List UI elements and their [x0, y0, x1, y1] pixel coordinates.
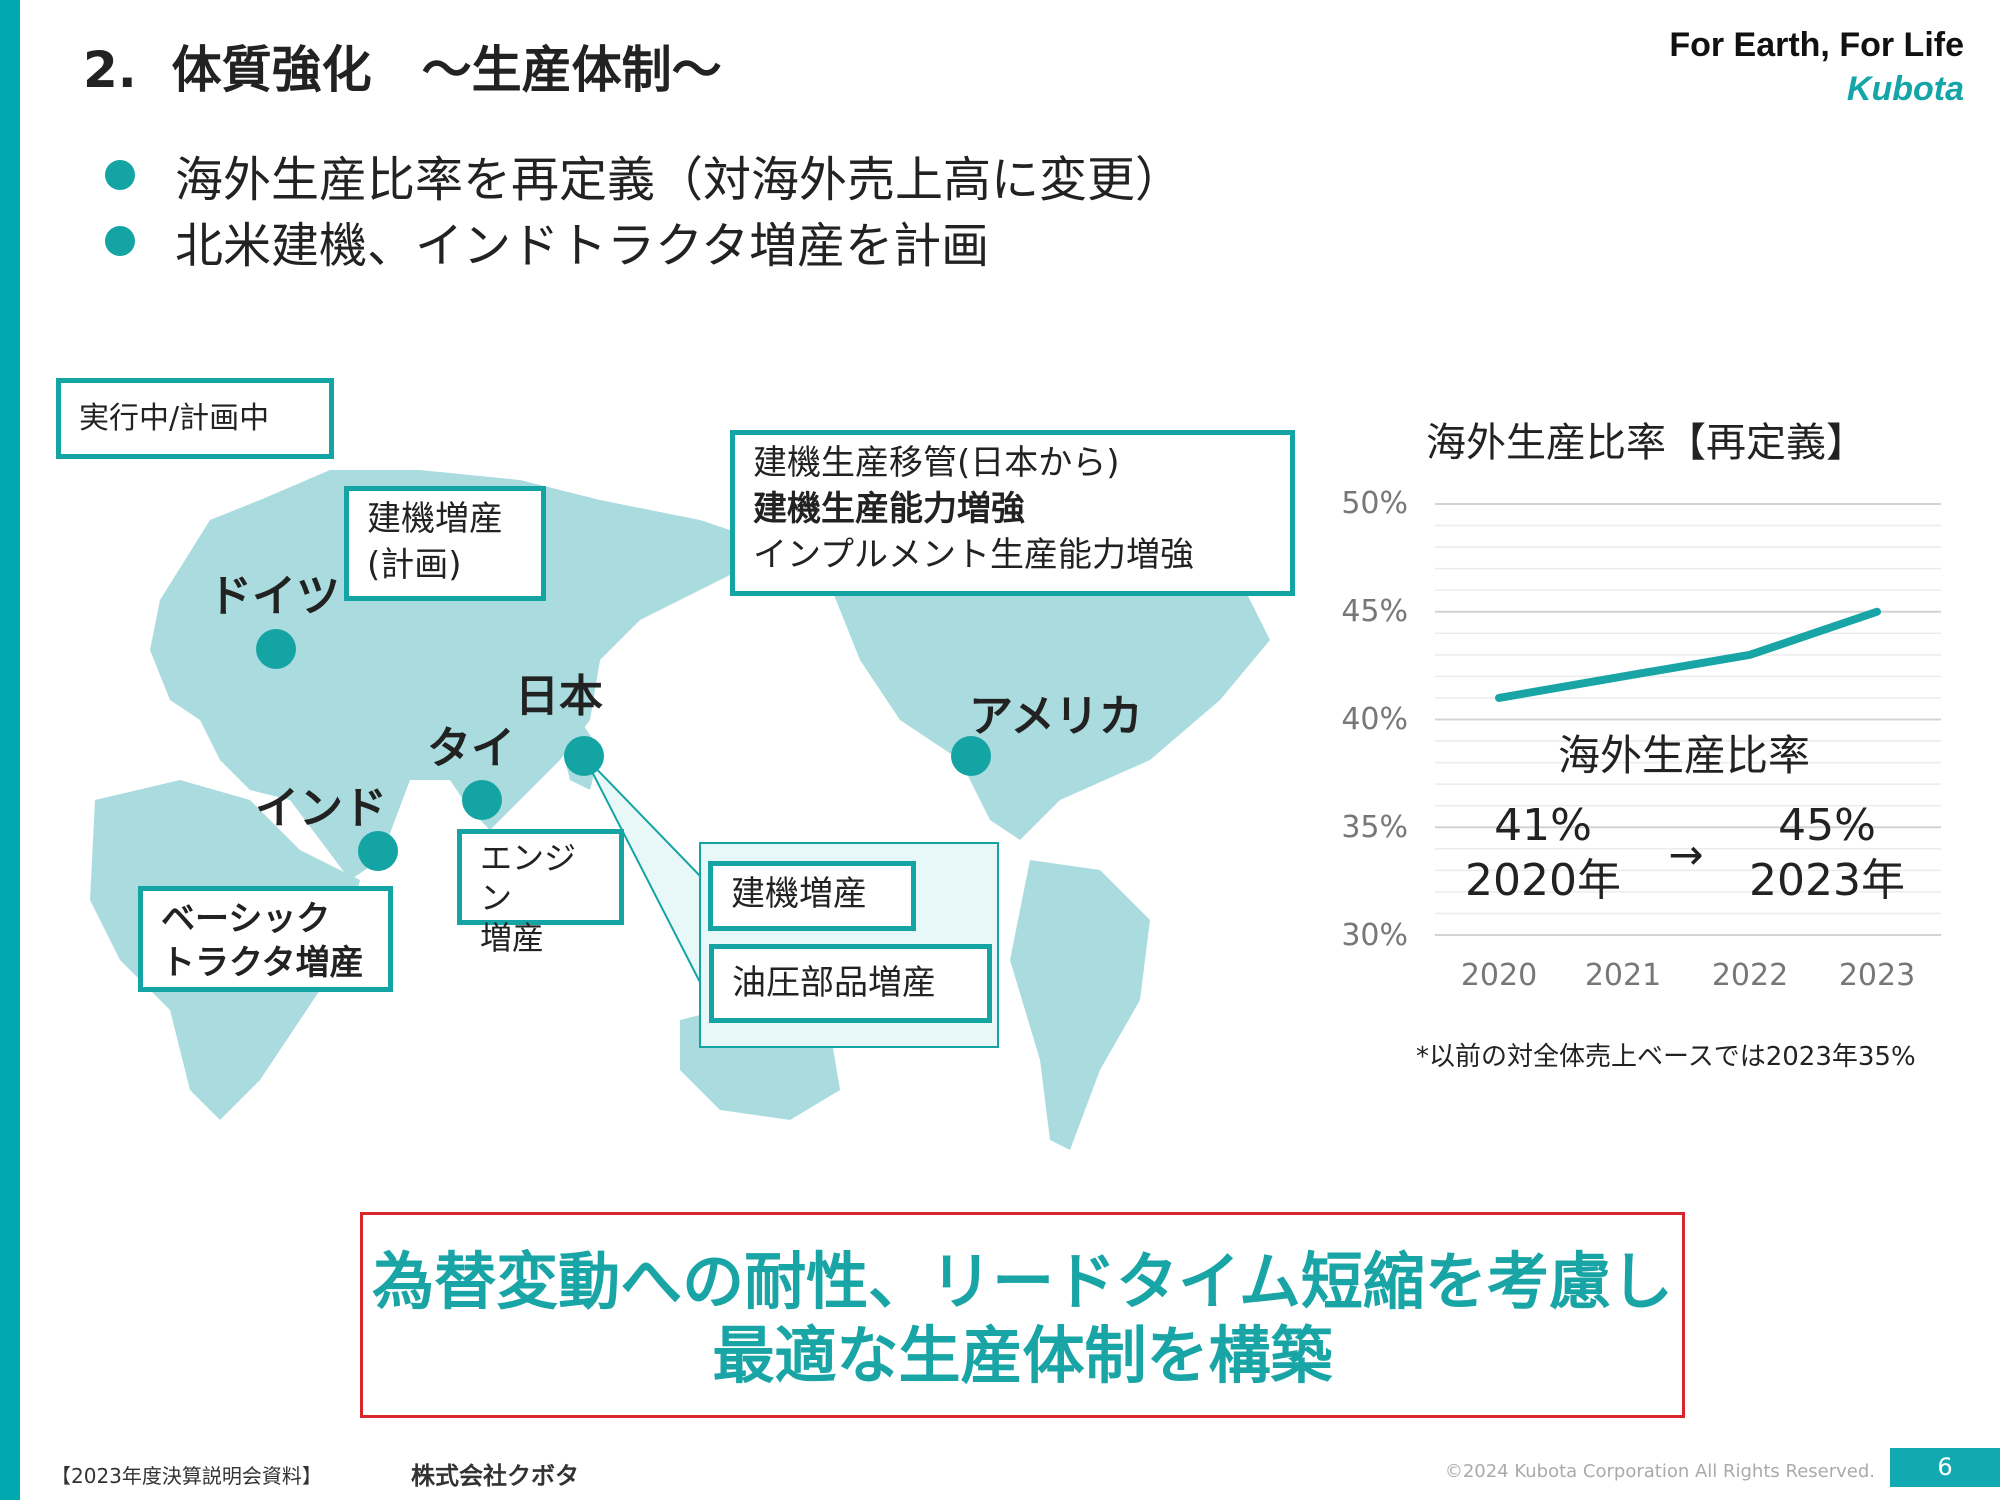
label-germany: ドイツ — [208, 571, 340, 622]
accent-bar — [0, 0, 20, 1500]
box-line: 増産 — [480, 919, 545, 957]
japan-box: 建機生産移管(日本から) 建機生産能力増強インプルメント生産能力増強 — [730, 430, 1295, 596]
box-line: (計画) — [367, 544, 462, 585]
legend-box: 実行中/計画中 — [56, 378, 334, 459]
y-tick-label: 50% — [1341, 486, 1408, 521]
bullet-item: 北米建機、インドトラクタ増産を計画 — [105, 206, 989, 276]
x-tick-label: 2022 — [1711, 958, 1789, 993]
box-line: インプルメント生産能力増強 — [753, 534, 1194, 575]
brand-tagline: For Earth, For Life — [1669, 26, 1964, 64]
y-tick-label: 35% — [1341, 810, 1408, 845]
bullet-dot-icon — [105, 160, 135, 190]
box-line: 建機生産能力増強 — [753, 488, 1025, 529]
box-line: 建機生産移管(日本から) — [753, 443, 1120, 483]
y-tick-label: 40% — [1341, 702, 1408, 737]
bullet-item: 海外生産比率を再定義（対海外売上高に変更） — [105, 140, 1183, 210]
y-tick-label: 45% — [1341, 594, 1408, 629]
label-thailand: タイ — [427, 723, 515, 774]
box-line: 建機増産 — [367, 499, 503, 539]
x-tick-label: 2020 — [1460, 958, 1538, 993]
to-value: 45% — [1778, 800, 1876, 851]
usa-box-hydraulics: 油圧部品増産 — [709, 944, 992, 1023]
thailand-box: エンジン 増産 — [457, 829, 624, 957]
usa-box-construction: 建機増産 — [708, 861, 916, 931]
x-tick-label: 2023 — [1838, 958, 1916, 993]
page-number: 6 — [1890, 1448, 2000, 1487]
series-line — [1495, 607, 1881, 702]
label-japan: 日本 — [515, 671, 603, 722]
location-pin-icon — [564, 736, 604, 776]
bullet-dot-icon — [105, 226, 135, 256]
bullet-text: 北米建機、インドトラクタ増産を計画 — [175, 218, 990, 274]
box-line: トラクタ増産 — [161, 943, 364, 984]
from-annotation: 41% 2020年 — [1443, 798, 1643, 908]
page-title: 2. 体質強化 ～生産体制～ — [83, 41, 722, 99]
brand-logo: Kubota — [1846, 70, 1964, 108]
from-year: 2020年 — [1465, 855, 1621, 906]
conclusion-box: 為替変動への耐性、リードタイム短縮を考慮し 最適な生産体制を構築 — [360, 1212, 1685, 1418]
location-pin-icon — [358, 831, 398, 871]
to-year: 2023年 — [1749, 855, 1905, 906]
conclusion-line: 最適な生産体制を構築 — [712, 1319, 1333, 1393]
footer-doc-label: 【2023年度決算説明会資料】 — [51, 1464, 322, 1488]
location-pin-icon — [256, 629, 296, 669]
footer-company-logo: 株式会社クボタ — [411, 1462, 579, 1490]
india-box: ベーシック トラクタ増産 — [138, 886, 393, 992]
bullet-text: 海外生産比率を再定義（対海外売上高に変更） — [175, 152, 1184, 208]
footer-copyright: ©2024 Kubota Corporation All Rights Rese… — [1444, 1461, 1875, 1482]
label-india: インド — [255, 783, 387, 834]
label-usa: アメリカ — [969, 691, 1143, 742]
y-tick-label: 30% — [1341, 918, 1408, 953]
conclusion-line: 為替変動への耐性、リードタイム短縮を考慮し — [372, 1245, 1673, 1318]
location-pin-icon — [462, 780, 502, 820]
from-value: 41% — [1494, 800, 1592, 851]
germany-box: 建機増産 (計画) — [344, 486, 546, 601]
to-annotation: 45% 2023年 — [1727, 798, 1927, 908]
chart-title: 海外生産比率【再定義】 — [1426, 420, 1866, 466]
x-tick-label: 2021 — [1584, 958, 1662, 993]
map-south-america — [1010, 860, 1150, 1150]
chart-footnote: *以前の対全体売上ベースでは2023年35% — [1416, 1042, 1916, 1072]
arrow-icon: → — [1668, 830, 1704, 879]
box-line: ベーシック — [161, 899, 331, 939]
series-label: 海外生産比率 — [1557, 731, 1810, 780]
map-eurasia — [150, 470, 760, 880]
box-line: エンジン — [480, 839, 577, 917]
location-pin-icon — [951, 736, 991, 776]
